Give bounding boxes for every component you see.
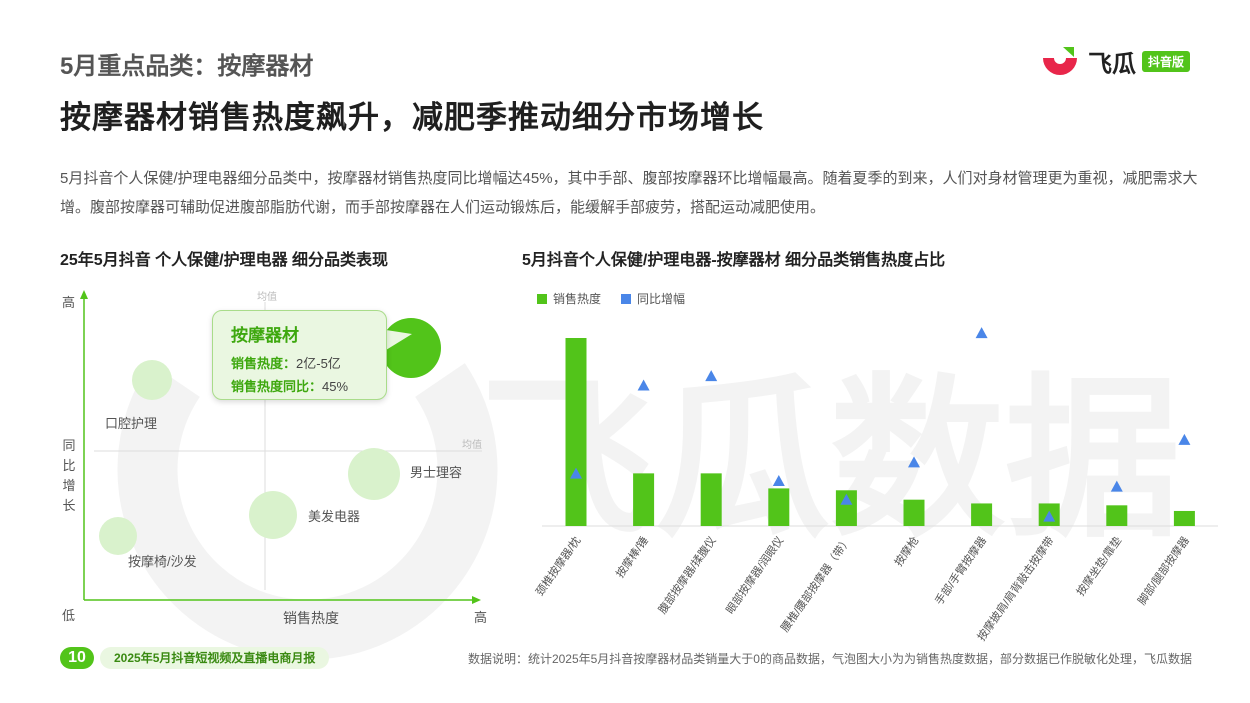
tick-label: 按摩披肩/肩背敲击按摩带 — [974, 534, 1057, 644]
tooltip-yoy-value: 45% — [322, 379, 349, 394]
data-note: 数据说明：统计2025年5月抖音按摩器材品类销量大于0的商品数据，气泡图大小为为… — [467, 652, 1192, 666]
bar-heat — [903, 499, 925, 526]
x-low-label: 低 — [62, 608, 76, 623]
marker-yoy — [705, 370, 718, 382]
melon-icon — [1043, 46, 1077, 75]
bar-chart-title: 5月抖音个人保健/护理电器-按摩器材 细分品类销售热度占比 — [522, 252, 946, 269]
label-hair-appliance: 美发电器 — [308, 509, 360, 524]
marker-yoy — [570, 467, 582, 479]
page-number: 10 — [60, 647, 94, 669]
logo-text: 飞瓜 — [1088, 51, 1136, 78]
tick-label: 按摩坐垫/靠垫 — [1073, 534, 1124, 599]
tick-label: 按摩枪 — [891, 534, 921, 569]
legend-swatch-heat — [537, 293, 547, 304]
tooltip-heat-value: 2亿-5亿 — [296, 356, 341, 371]
tooltip-title: 按摩器材 — [231, 326, 299, 345]
mean-label-x: 均值 — [257, 290, 277, 303]
tooltip-massage-equipment: 按摩器材 销售热度：2亿-5亿 销售热度同比：45% — [212, 310, 387, 400]
legend-label-yoy: 同比增幅 — [637, 292, 686, 306]
section-title: 5月重点品类：按摩器材 — [60, 53, 314, 80]
tooltip-yoy: 销售热度同比：45% — [231, 375, 368, 398]
marker-yoy — [908, 456, 920, 468]
page-title: 按摩器材销售热度飙升，减肥季推动细分市场增长 — [60, 100, 764, 135]
scatter-title: 25年5月抖音 个人保健/护理电器 细分品类表现 — [60, 252, 389, 269]
bubble-hair-appliance — [249, 491, 297, 539]
marker-yoy — [637, 379, 650, 391]
tick-label: 脚部/腿部按摩器 — [1134, 534, 1191, 608]
y-axis-arrow — [80, 290, 88, 299]
label-men-grooming: 男士理容 — [410, 465, 462, 480]
tooltip-yoy-label: 销售热度同比： — [231, 379, 323, 394]
tooltip-heat: 销售热度：2亿-5亿 — [231, 352, 368, 375]
marker-yoy — [1110, 480, 1123, 492]
tick-label: 眼部按摩器/润眼仪 — [723, 534, 787, 617]
label-massage-chair: 按摩椅/沙发 — [128, 554, 197, 569]
marker-yoy — [772, 475, 785, 487]
legend-label-heat: 销售热度 — [553, 292, 602, 306]
brand-logo: 飞瓜 抖音版 — [1040, 44, 1191, 79]
x-axis-title: 销售热度 — [283, 610, 339, 626]
tick-label: 颈椎按摩器/枕 — [532, 534, 583, 599]
tick-label: 腰椎/腰部按摩器（带） — [778, 534, 854, 635]
bar-heat — [835, 490, 857, 526]
y-high-label: 高 — [62, 295, 76, 310]
marker-yoy — [1043, 510, 1056, 522]
bar-heat — [971, 503, 993, 526]
logo-tag: 抖音版 — [1142, 51, 1191, 72]
marker-yoy — [975, 327, 988, 339]
tick-label: 手部/手臂按摩器 — [932, 534, 989, 608]
tooltip-pointer — [386, 330, 412, 350]
bar-heat — [1106, 505, 1128, 526]
marker-yoy — [1178, 433, 1191, 445]
y-axis-title: 同比增长 — [62, 438, 76, 513]
bubble-men-grooming — [348, 448, 400, 500]
legend: 销售热度 同比增幅 — [537, 290, 685, 307]
bar-heat — [565, 338, 587, 526]
tooltip-heat-label: 销售热度： — [231, 356, 297, 371]
bar-heat — [633, 473, 655, 526]
legend-swatch-yoy — [621, 293, 632, 304]
mean-label-y: 均值 — [462, 438, 482, 451]
bubble-massage-chair — [99, 517, 137, 555]
tick-label: 腹部按摩器/揉腹仪 — [655, 534, 719, 617]
description: 5月抖音个人保健/护理电器细分品类中，按摩器材销售热度同比增幅达45%，其中手部… — [60, 170, 1198, 216]
label-oral-care: 口腔护理 — [105, 416, 157, 431]
bar-heat — [1173, 510, 1195, 526]
bar-heat — [700, 473, 722, 526]
report-label: 2025年5月抖音短视频及直播电商月报 — [100, 647, 330, 669]
bubble-oral-care — [132, 360, 172, 400]
x-axis-arrow — [472, 596, 481, 604]
tick-label: 按摩棒/锤 — [613, 534, 651, 581]
marker-yoy — [840, 493, 853, 505]
bar-heat — [768, 488, 790, 526]
x-high-label: 高 — [474, 610, 488, 625]
